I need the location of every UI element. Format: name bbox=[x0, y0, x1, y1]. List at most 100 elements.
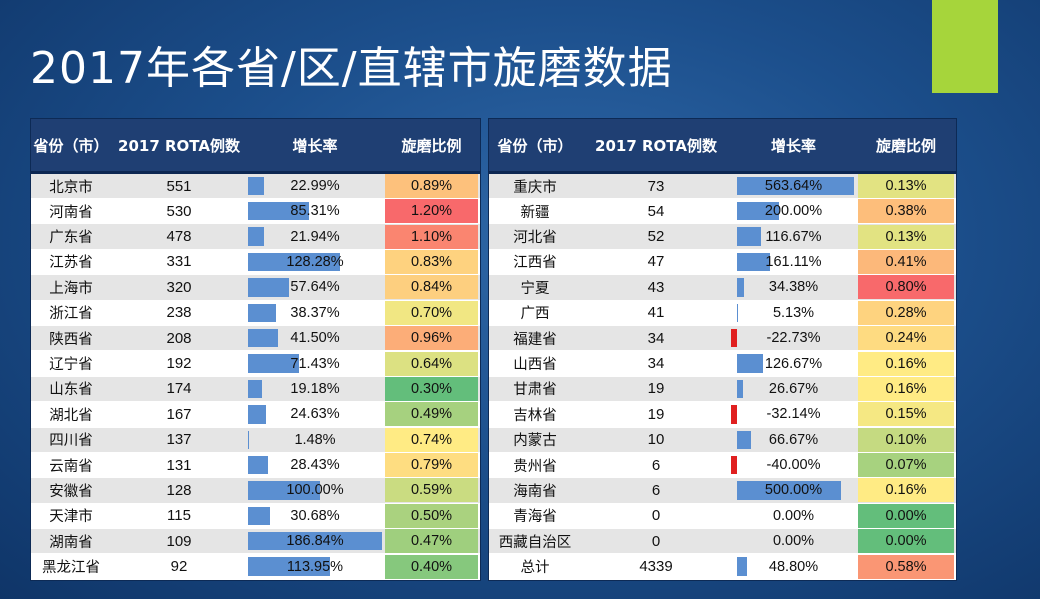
cell-ratio: 0.50% bbox=[383, 503, 480, 530]
growth-bar bbox=[737, 557, 748, 576]
cell-province: 贵州省 bbox=[489, 452, 581, 479]
col-header-ratio: 旋磨比例 bbox=[383, 119, 480, 174]
cell-ratio: 0.89% bbox=[383, 172, 480, 199]
cell-cases: 208 bbox=[111, 325, 247, 352]
cell-cases: 34 bbox=[581, 325, 731, 352]
growth-value: 5.13% bbox=[772, 304, 815, 321]
cell-growth: 26.67% bbox=[731, 376, 856, 403]
growth-value: -40.00% bbox=[766, 457, 821, 474]
cell-growth: 19.18% bbox=[247, 376, 383, 403]
growth-value: 563.64% bbox=[764, 178, 823, 194]
growth-value: 48.80% bbox=[768, 558, 819, 575]
table-row: 青海省 0 0.00% 0.00% bbox=[489, 503, 956, 530]
growth-value: 28.43% bbox=[290, 457, 340, 474]
cell-growth: 116.67% bbox=[731, 223, 856, 250]
cell-province: 西藏自治区 bbox=[489, 528, 581, 555]
cell-province: 天津市 bbox=[31, 503, 111, 530]
col-header-ratio: 旋磨比例 bbox=[856, 119, 956, 174]
cell-ratio: 0.74% bbox=[383, 427, 480, 453]
cell-ratio: 0.49% bbox=[383, 401, 480, 428]
cell-province: 四川省 bbox=[31, 427, 111, 453]
growth-bar bbox=[248, 278, 290, 297]
cell-ratio: 0.07% bbox=[856, 452, 956, 479]
cell-cases: 320 bbox=[111, 274, 247, 301]
growth-bar bbox=[248, 227, 264, 246]
table-row: 江苏省 331 128.28% 0.83% bbox=[31, 249, 480, 276]
cell-cases: 167 bbox=[111, 401, 247, 428]
cell-growth: 5.13% bbox=[731, 300, 856, 326]
ratio-value: 0.84% bbox=[385, 275, 478, 300]
page-title: 2017年各省/区/直辖市旋磨数据 bbox=[30, 43, 673, 94]
cell-cases: 52 bbox=[581, 223, 731, 250]
growth-value: 38.37% bbox=[290, 304, 340, 321]
col-header-cases: 2017 ROTA例数 bbox=[581, 119, 731, 174]
table-row: 湖南省 109 186.84% 0.47% bbox=[31, 528, 480, 555]
growth-bar bbox=[248, 328, 278, 348]
cell-growth: 500.00% bbox=[731, 477, 856, 504]
growth-bar bbox=[737, 227, 762, 246]
cell-province: 河南省 bbox=[31, 198, 111, 225]
cell-ratio: 0.70% bbox=[383, 300, 480, 326]
ratio-value: 0.47% bbox=[385, 529, 478, 553]
col-header-growth: 增长率 bbox=[731, 119, 856, 174]
table-row: 总计 4339 48.80% 0.58% bbox=[489, 553, 956, 580]
cell-ratio: 0.13% bbox=[856, 172, 956, 199]
ratio-value: 1.10% bbox=[385, 224, 478, 249]
ratio-value: 0.24% bbox=[858, 326, 954, 350]
cell-growth: 38.37% bbox=[247, 300, 383, 326]
table-row: 上海市 320 57.64% 0.84% bbox=[31, 274, 480, 301]
cell-province: 上海市 bbox=[31, 274, 111, 301]
cell-ratio: 0.24% bbox=[856, 325, 956, 352]
table-row: 湖北省 167 24.63% 0.49% bbox=[31, 401, 480, 428]
cell-province: 总计 bbox=[489, 553, 581, 580]
table-row: 吉林省 19 -32.14% 0.15% bbox=[489, 401, 956, 428]
ratio-value: 0.07% bbox=[858, 453, 954, 477]
table-row: 海南省 6 500.00% 0.16% bbox=[489, 477, 956, 504]
cell-province: 海南省 bbox=[489, 477, 581, 504]
table-row: 安徽省 128 100.00% 0.59% bbox=[31, 477, 480, 504]
cell-growth: 34.38% bbox=[731, 274, 856, 301]
cell-province: 甘肃省 bbox=[489, 376, 581, 403]
cell-province: 江苏省 bbox=[31, 249, 111, 276]
table-row: 河南省 530 85.31% 1.20% bbox=[31, 198, 480, 225]
growth-bar bbox=[248, 379, 262, 399]
ratio-value: 0.89% bbox=[385, 174, 478, 198]
growth-bar bbox=[248, 532, 382, 551]
cell-ratio: 0.10% bbox=[856, 427, 956, 453]
ratio-value: 0.28% bbox=[858, 300, 954, 325]
cell-province: 山东省 bbox=[31, 376, 111, 403]
accent-block bbox=[932, 0, 998, 93]
cell-growth: -40.00% bbox=[731, 452, 856, 479]
cell-cases: 47 bbox=[581, 249, 731, 276]
growth-value: 66.67% bbox=[768, 431, 819, 448]
cell-growth: 161.11% bbox=[731, 249, 856, 276]
table-row: 辽宁省 192 71.43% 0.64% bbox=[31, 350, 480, 377]
cell-province: 陕西省 bbox=[31, 325, 111, 352]
growth-value: 128.28% bbox=[286, 253, 344, 270]
growth-bar bbox=[248, 455, 269, 475]
cell-ratio: 0.13% bbox=[856, 223, 956, 250]
cell-ratio: 0.15% bbox=[856, 401, 956, 428]
table-left: 省份（市） 2017 ROTA例数 增长率 旋磨比例 北京市 551 22.99% 0… bbox=[30, 118, 481, 581]
growth-value: 126.67% bbox=[764, 355, 823, 372]
cell-province: 新疆 bbox=[489, 198, 581, 225]
growth-value: 19.18% bbox=[290, 380, 340, 397]
cell-cases: 43 bbox=[581, 274, 731, 301]
table-row: 甘肃省 19 26.67% 0.16% bbox=[489, 376, 956, 403]
table-row: 北京市 551 22.99% 0.89% bbox=[31, 172, 480, 199]
cell-growth: 1.48% bbox=[247, 427, 383, 453]
table-row: 江西省 47 161.11% 0.41% bbox=[489, 249, 956, 276]
ratio-value: 0.96% bbox=[385, 326, 478, 350]
growth-bar bbox=[737, 177, 854, 195]
cell-province: 广东省 bbox=[31, 223, 111, 250]
cell-cases: 109 bbox=[111, 528, 247, 555]
cell-cases: 10 bbox=[581, 427, 731, 453]
growth-value: 57.64% bbox=[290, 279, 340, 296]
ratio-value: 0.80% bbox=[858, 275, 954, 300]
cell-ratio: 0.28% bbox=[856, 300, 956, 326]
table-row: 云南省 131 28.43% 0.79% bbox=[31, 452, 480, 479]
ratio-value: 0.79% bbox=[385, 453, 478, 477]
growth-bar bbox=[737, 278, 745, 297]
cell-province: 青海省 bbox=[489, 503, 581, 530]
cell-ratio: 0.16% bbox=[856, 350, 956, 377]
